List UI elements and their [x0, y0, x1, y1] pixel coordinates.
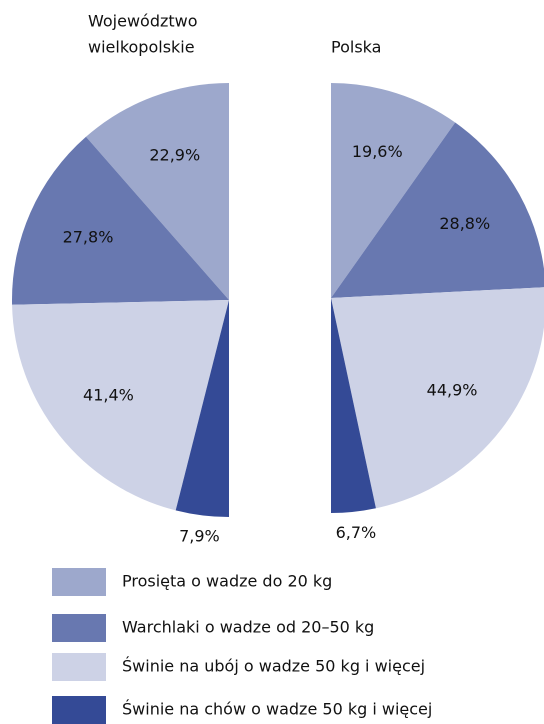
pie-slice — [331, 122, 544, 298]
legend-swatch — [52, 653, 106, 681]
legend-label: Świnie na chów o wadze 50 kg i więcej — [122, 700, 432, 719]
legend-label: Świnie na ubój o wadze 50 kg i więcej — [122, 657, 425, 676]
legend-label: Warchlaki o wadze od 20–50 kg — [122, 618, 374, 637]
pie-slice — [86, 83, 229, 300]
slice-label: 6,7% — [336, 523, 377, 542]
slice-label: 41,4% — [83, 385, 134, 404]
slice-label: 7,9% — [179, 527, 220, 546]
pie-title: Polska — [331, 38, 381, 57]
pie-slice — [331, 83, 456, 298]
slice-label: 28,8% — [439, 214, 490, 233]
pie-title: wielkopolskie — [88, 38, 195, 57]
legend-swatch — [52, 696, 106, 724]
slice-label: 19,6% — [352, 142, 403, 161]
legend-swatch — [52, 614, 106, 642]
legend-label: Prosięta o wadze do 20 kg — [122, 572, 332, 591]
slice-label: 44,9% — [427, 380, 478, 399]
pie-slice — [331, 298, 376, 513]
pie-slice — [12, 300, 229, 511]
slice-label: 22,9% — [149, 145, 200, 164]
pie-title: Województwo — [88, 12, 198, 31]
pie-slice — [11, 136, 229, 305]
slice-label: 27,8% — [63, 227, 114, 246]
legend-swatch — [52, 568, 106, 596]
pie-slice — [331, 287, 544, 509]
pie-slice — [175, 300, 229, 517]
